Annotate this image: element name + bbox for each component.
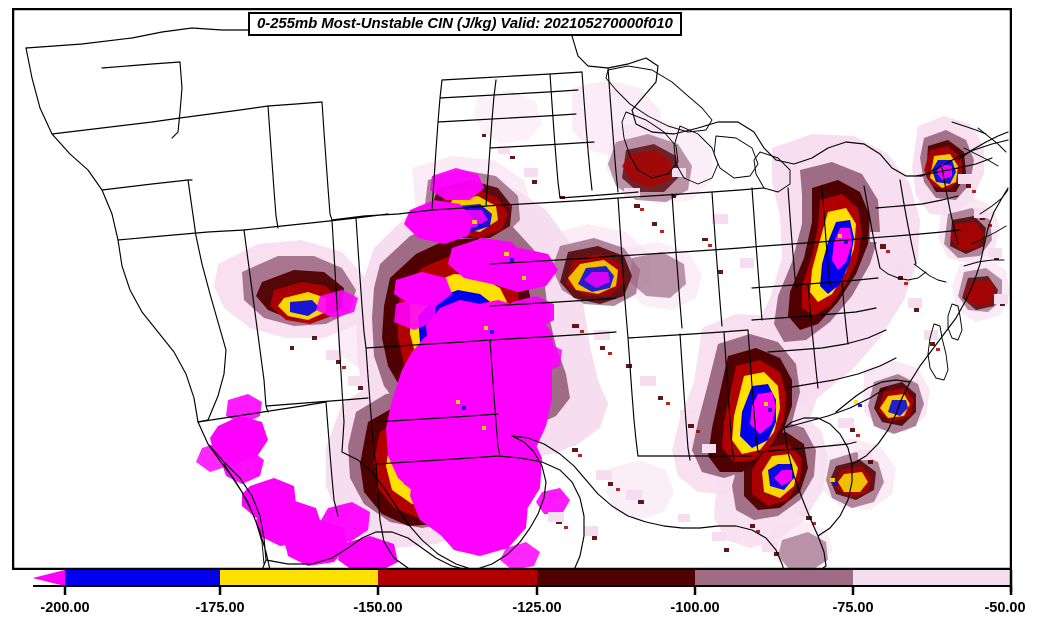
cin-filled-contours bbox=[196, 80, 1010, 568]
colorbar-segment-below-200 bbox=[33, 570, 65, 586]
colorbar-ticks bbox=[63, 586, 1013, 595]
cin-band-below-200 bbox=[196, 164, 952, 568]
colorbar-segment-200-175 bbox=[65, 570, 220, 586]
colorbar-tick-label-175: -175.00 bbox=[195, 600, 244, 616]
map-title-box: 0-255mb Most-Unstable CIN (J/kg) Valid: … bbox=[248, 12, 682, 36]
colorbar-tick-label-200: -200.00 bbox=[40, 600, 89, 616]
state-boundaries bbox=[51, 61, 1009, 568]
map-panel bbox=[12, 8, 1012, 570]
colorbar-svg: -200.00 -175.00 -150.00 -125.00 -100.00 … bbox=[33, 570, 1026, 616]
geography-layer bbox=[25, 19, 1009, 568]
colorbar-segment-175-150 bbox=[220, 570, 378, 586]
colorbar-segment-75-50 bbox=[853, 570, 1011, 586]
colorbar: -200.00 -175.00 -150.00 -125.00 -100.00 … bbox=[0, 570, 1044, 632]
colorbar-tick-label-75: -75.00 bbox=[832, 600, 873, 616]
colorbar-segment-150-125 bbox=[378, 570, 537, 586]
cin-map-svg bbox=[14, 10, 1010, 568]
colorbar-segment-100-75 bbox=[695, 570, 853, 586]
cin-speckle bbox=[290, 134, 1008, 556]
colorbar-tick-label-100: -100.00 bbox=[670, 600, 719, 616]
map-title-text: 0-255mb Most-Unstable CIN (J/kg) Valid: … bbox=[257, 14, 673, 32]
colorbar-tick-label-150: -150.00 bbox=[353, 600, 402, 616]
colorbar-segment-125-100 bbox=[537, 570, 695, 586]
colorbar-tick-label-125: -125.00 bbox=[512, 600, 561, 616]
colorbar-tick-label-50: -50.00 bbox=[984, 600, 1025, 616]
